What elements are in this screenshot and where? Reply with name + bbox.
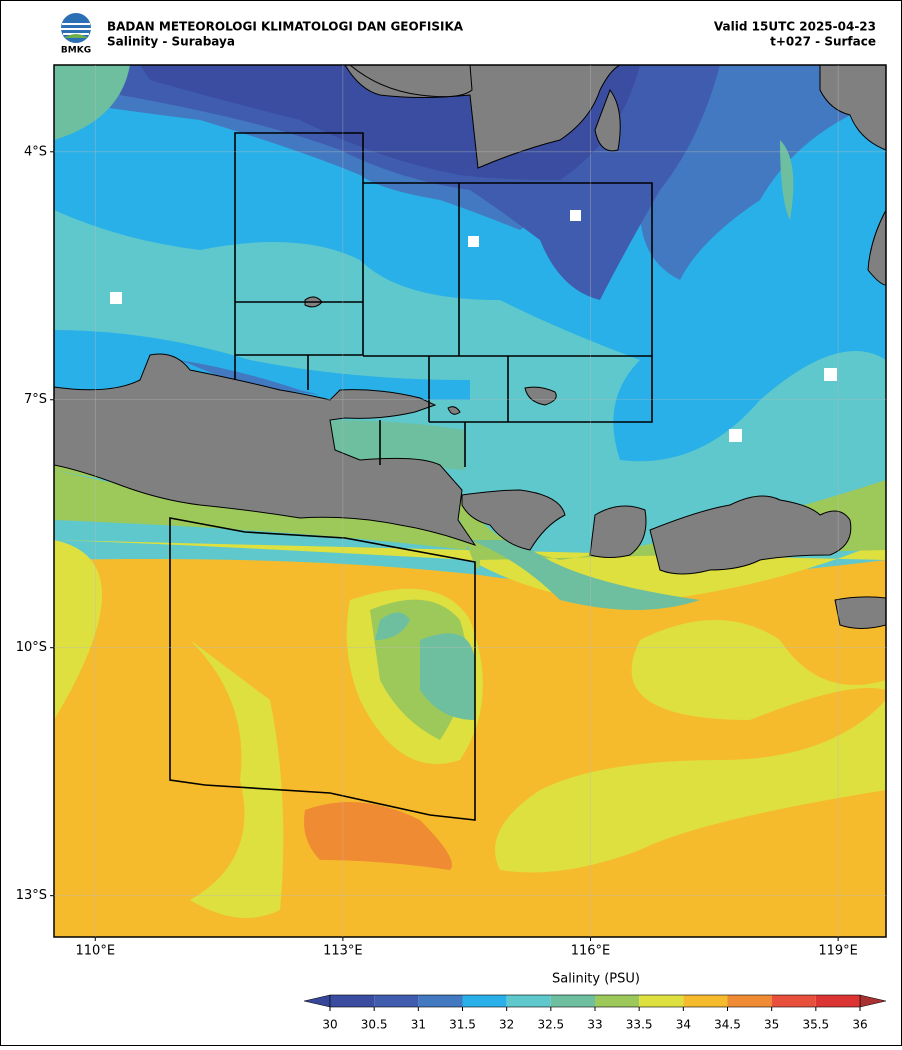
colorbar-tick-label: 33.5 <box>626 1018 653 1032</box>
colorbar-tick-label: 32 <box>499 1018 514 1032</box>
colorbar-tick-label: 31.5 <box>449 1018 476 1032</box>
logo-text: BMKG <box>61 46 91 56</box>
logo: BMKG <box>61 13 91 56</box>
colorbar-segment <box>506 995 551 1007</box>
colorbar-tick-label: 36 <box>852 1018 867 1032</box>
colorbar-tick-label: 30 <box>322 1018 337 1032</box>
colorbar-tick-label: 34.5 <box>714 1018 741 1032</box>
colorbar-tick-label: 34 <box>676 1018 691 1032</box>
colorbar-segment <box>330 995 375 1007</box>
colorbar-tick-label: 32.5 <box>537 1018 564 1032</box>
colorbar-segment <box>771 995 816 1007</box>
colorbar-segment <box>683 995 728 1007</box>
colorbar-segment <box>374 995 419 1007</box>
y-tick-label: 10°S <box>16 640 47 655</box>
map-frame <box>53 64 887 938</box>
colorbar-segment <box>639 995 684 1007</box>
y-tick-label: 7°S <box>24 392 47 407</box>
x-tick-label: 113°E <box>323 944 363 959</box>
map-field <box>54 65 886 937</box>
colorbar-segment <box>462 995 507 1007</box>
colorbar-segment <box>418 995 463 1007</box>
colorbar-segment <box>727 995 772 1007</box>
product: Salinity - Surabaya <box>107 35 235 49</box>
colorbar-label: Salinity (PSU) <box>552 972 640 987</box>
colorbar-segment <box>550 995 595 1007</box>
x-tick-label: 110°E <box>76 944 116 959</box>
y-tick-label: 4°S <box>24 144 47 159</box>
x-tick-label: 116°E <box>571 944 611 959</box>
colorbar-tick-label: 33 <box>587 1018 602 1032</box>
run-info: t+027 - Surface <box>770 35 876 49</box>
agency: BADAN METEOROLOGI KLIMATOLOGI DAN GEOFIS… <box>107 20 464 34</box>
colorbar-tick-label: 30.5 <box>361 1018 388 1032</box>
colorbar-segment <box>595 995 640 1007</box>
colorbar-tick-label: 31 <box>411 1018 426 1032</box>
colorbar-tick-label: 35.5 <box>802 1018 829 1032</box>
colorbar-segment <box>815 995 860 1007</box>
colorbar-tick-label: 35 <box>764 1018 779 1032</box>
valid-time: Valid 15UTC 2025-04-23 <box>714 20 876 34</box>
y-tick-label: 13°S <box>16 888 47 903</box>
x-tick-label: 119°E <box>818 944 858 959</box>
